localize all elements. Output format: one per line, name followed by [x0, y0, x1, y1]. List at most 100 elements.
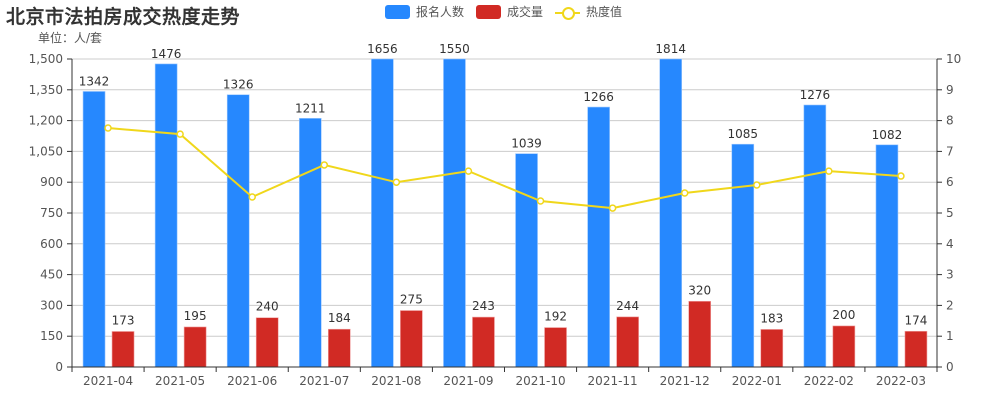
bar-value-label: 1082 [872, 128, 903, 142]
bar-value-label: 240 [256, 300, 279, 314]
y2-tick-label: 8 [946, 114, 954, 128]
bar-signups [875, 144, 899, 368]
bar-value-label: 1085 [728, 127, 759, 141]
bar-deals [688, 300, 712, 368]
heat-point-marker [753, 181, 761, 189]
bar-value-label: 1656 [367, 42, 398, 56]
bar-value-label: 1476 [151, 47, 182, 61]
heat-point-marker [464, 167, 473, 175]
line-marker-icon [555, 5, 581, 20]
bar-deals [904, 330, 928, 368]
y-tick-label: 1,050 [29, 144, 63, 158]
bar-signups [371, 58, 394, 368]
bar-value-label: 173 [112, 313, 135, 327]
bar-signups [154, 63, 178, 368]
bar-deals [832, 325, 856, 368]
bar-value-label: 243 [472, 299, 495, 313]
y2-tick-label: 9 [946, 83, 954, 97]
y2-tick-label: 5 [946, 206, 954, 220]
bar-deals [183, 326, 207, 368]
bar-value-label: 320 [688, 283, 711, 297]
y-tick-label: 900 [40, 175, 63, 189]
x-tick-label: 2022-02 [804, 374, 854, 388]
legend-item-signups[interactable]: 报名人数 [385, 3, 464, 20]
bar-value-label: 1039 [511, 137, 542, 151]
x-tick-label: 2022-03 [876, 374, 926, 388]
bar-value-label: 1550 [439, 42, 470, 56]
bar-signups [226, 94, 250, 368]
y-tick-label: 750 [40, 206, 63, 220]
legend-item-deals[interactable]: 成交量 [476, 3, 543, 20]
x-tick-label: 2021-09 [443, 374, 493, 388]
legend-item-heat[interactable]: 热度值 [555, 3, 622, 20]
bar-deals [327, 328, 351, 368]
x-tick-label: 2021-11 [588, 374, 638, 388]
y2-tick-label: 6 [946, 175, 954, 189]
bar-signups [587, 106, 610, 368]
x-tick-label: 2022-01 [732, 374, 782, 388]
heat-point-marker [825, 167, 833, 175]
bar-deals [400, 310, 423, 368]
legend: 报名人数 成交量 热度值 [385, 3, 634, 20]
y2-tick-label: 4 [946, 237, 954, 251]
bar-deals [472, 316, 495, 368]
bar-value-label: 1342 [79, 74, 110, 88]
bar-value-label: 1211 [295, 101, 326, 115]
y-tick-label: 450 [40, 268, 63, 282]
heat-point-marker [680, 189, 689, 197]
bar-value-label: 200 [832, 308, 855, 322]
heat-point-marker [248, 193, 256, 201]
y-tick-label: 1,200 [29, 114, 63, 128]
bar-swatch-icon [385, 4, 410, 19]
heat-point-marker [176, 130, 184, 138]
y-tick-label: 150 [40, 329, 63, 343]
bar-swatch-icon [476, 4, 502, 19]
bar-value-label: 195 [184, 309, 207, 323]
y2-tick-label: 3 [946, 268, 954, 282]
bar-deals [760, 329, 784, 368]
legend-label: 报名人数 [416, 5, 465, 19]
y-tick-label: 600 [40, 237, 63, 251]
y2-tick-label: 10 [946, 52, 961, 66]
chart-title: 北京市法拍房成交热度走势 [6, 6, 241, 28]
bar-value-label: 275 [400, 293, 423, 307]
y2-tick-label: 2 [946, 298, 954, 312]
heat-point-marker [608, 204, 617, 212]
bar-signups [731, 143, 755, 368]
bar-deals [616, 316, 639, 368]
bar-value-label: 174 [905, 313, 928, 327]
y-tick-label: 1,500 [29, 52, 63, 66]
y2-tick-label: 1 [946, 329, 954, 343]
bar-value-label: 1814 [655, 42, 686, 56]
bar-signups [82, 91, 106, 368]
y-tick-label: 1,350 [29, 83, 63, 97]
x-tick-label: 2021-10 [515, 374, 565, 388]
bar-value-label: 1276 [800, 88, 831, 102]
bar-value-label: 184 [328, 311, 351, 325]
x-tick-label: 2021-04 [83, 374, 133, 388]
bar-signups [803, 104, 827, 368]
bar-deals [255, 317, 279, 368]
y-tick-label: 300 [40, 298, 63, 312]
bar-signups [515, 153, 538, 368]
bar-signups [443, 58, 466, 368]
bar-deals [544, 327, 567, 368]
bar-signups [298, 118, 322, 368]
heat-point-marker [536, 197, 545, 205]
x-tick-label: 2021-08 [371, 374, 421, 388]
heat-point-marker [320, 161, 329, 169]
bar-value-label: 192 [544, 310, 567, 324]
bar-value-label: 244 [616, 299, 639, 313]
unit-label: 单位：人/套 [38, 31, 103, 45]
bar-deals [111, 331, 135, 368]
x-tick-label: 2021-07 [299, 374, 349, 388]
y2-tick-label: 7 [946, 144, 954, 158]
heat-line [107, 126, 902, 210]
bar-value-label: 1326 [223, 78, 254, 92]
bar-value-label: 183 [760, 311, 783, 325]
y2-tick-label: 0 [946, 360, 954, 374]
bar-signups [659, 58, 683, 368]
x-tick-label: 2021-05 [155, 374, 205, 388]
heat-point-marker [104, 124, 112, 132]
